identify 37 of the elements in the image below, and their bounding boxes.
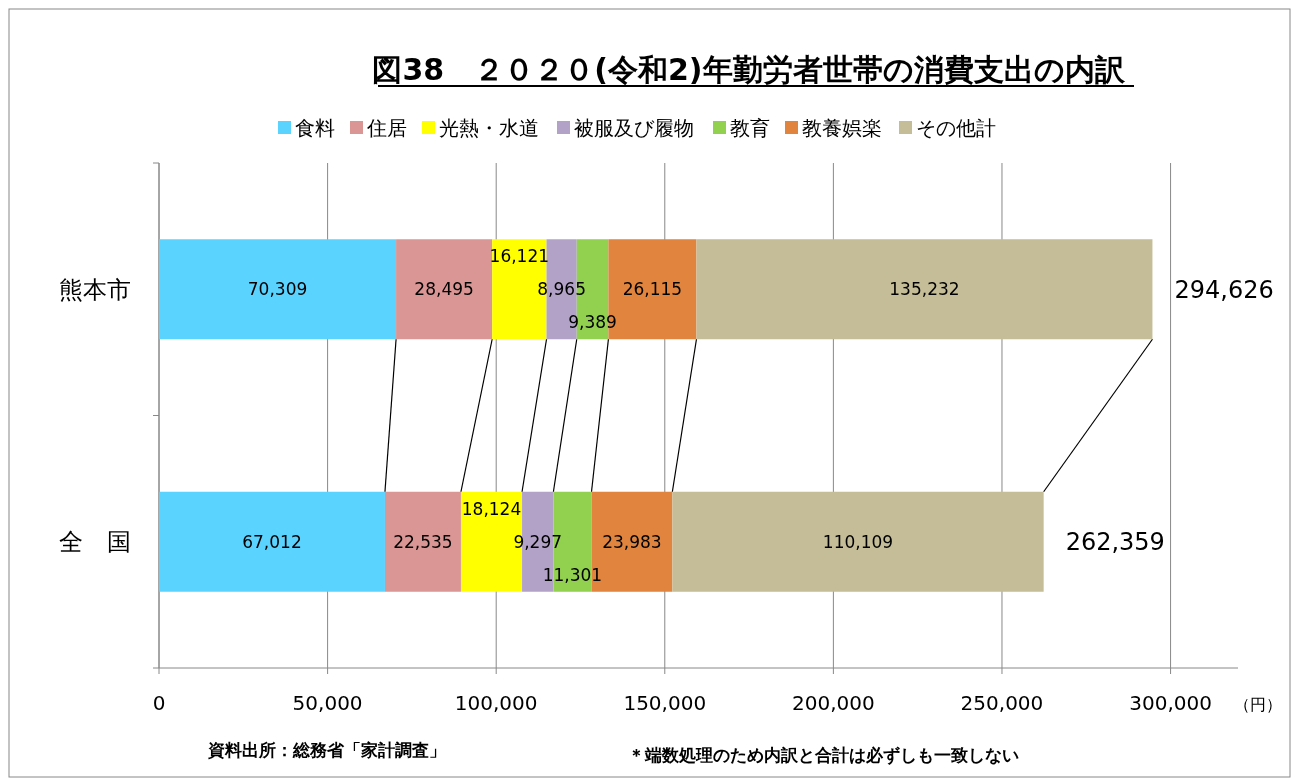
legend-label: 教育: [730, 116, 770, 140]
text: ＊端数処理のため内訳と合計は必ずしも一致しない: [628, 745, 1019, 765]
data-label: 110,109: [822, 531, 894, 552]
data-label: 67,012: [242, 531, 302, 552]
data-label: 28,495: [414, 279, 474, 300]
x-tick-label: 250,000: [960, 691, 1044, 715]
x-tick-label: 100,000: [454, 691, 538, 715]
data-label: 22,535: [393, 531, 453, 552]
legend-label: 教養娯楽: [802, 116, 882, 140]
text: 資料出所：総務省「家計調査」: [207, 740, 446, 760]
legend-label: 食料: [295, 116, 335, 140]
legend-label: その他計: [916, 116, 996, 140]
bar: [696, 239, 1153, 340]
bar: [159, 491, 385, 592]
legend-label: 住居: [366, 116, 407, 140]
x-axis-title: （円）: [1234, 695, 1282, 714]
data-label: 26,115: [622, 279, 683, 300]
data-label: 70,309: [247, 279, 308, 300]
legend-label: 光熱・水道: [439, 116, 539, 140]
x-tick-label: 300,000: [1129, 691, 1212, 715]
x-tick-label: 0: [152, 691, 166, 715]
chart-title: 図38 ２０２０(令和2)年勤労者世帯の消費支出の内訳: [372, 52, 1126, 87]
bar: [396, 239, 493, 340]
bar: [672, 491, 1044, 592]
data-label: 135,232: [889, 279, 960, 300]
y-tick-label: 熊本市: [59, 275, 131, 304]
data-label: 23,983: [602, 531, 662, 552]
bar: [159, 239, 397, 340]
total-label: 294,626: [1174, 275, 1274, 304]
y-tick-label: 全 国: [59, 528, 131, 557]
x-tick-label: 50,000: [292, 691, 363, 715]
total-label: 262,359: [1065, 528, 1165, 557]
x-tick-label: 200,000: [792, 691, 875, 715]
bar: [384, 491, 461, 592]
data-label: 18,124: [461, 498, 522, 519]
x-tick-label: 150,000: [623, 691, 707, 715]
legend-label: 被服及び履物: [574, 116, 694, 140]
